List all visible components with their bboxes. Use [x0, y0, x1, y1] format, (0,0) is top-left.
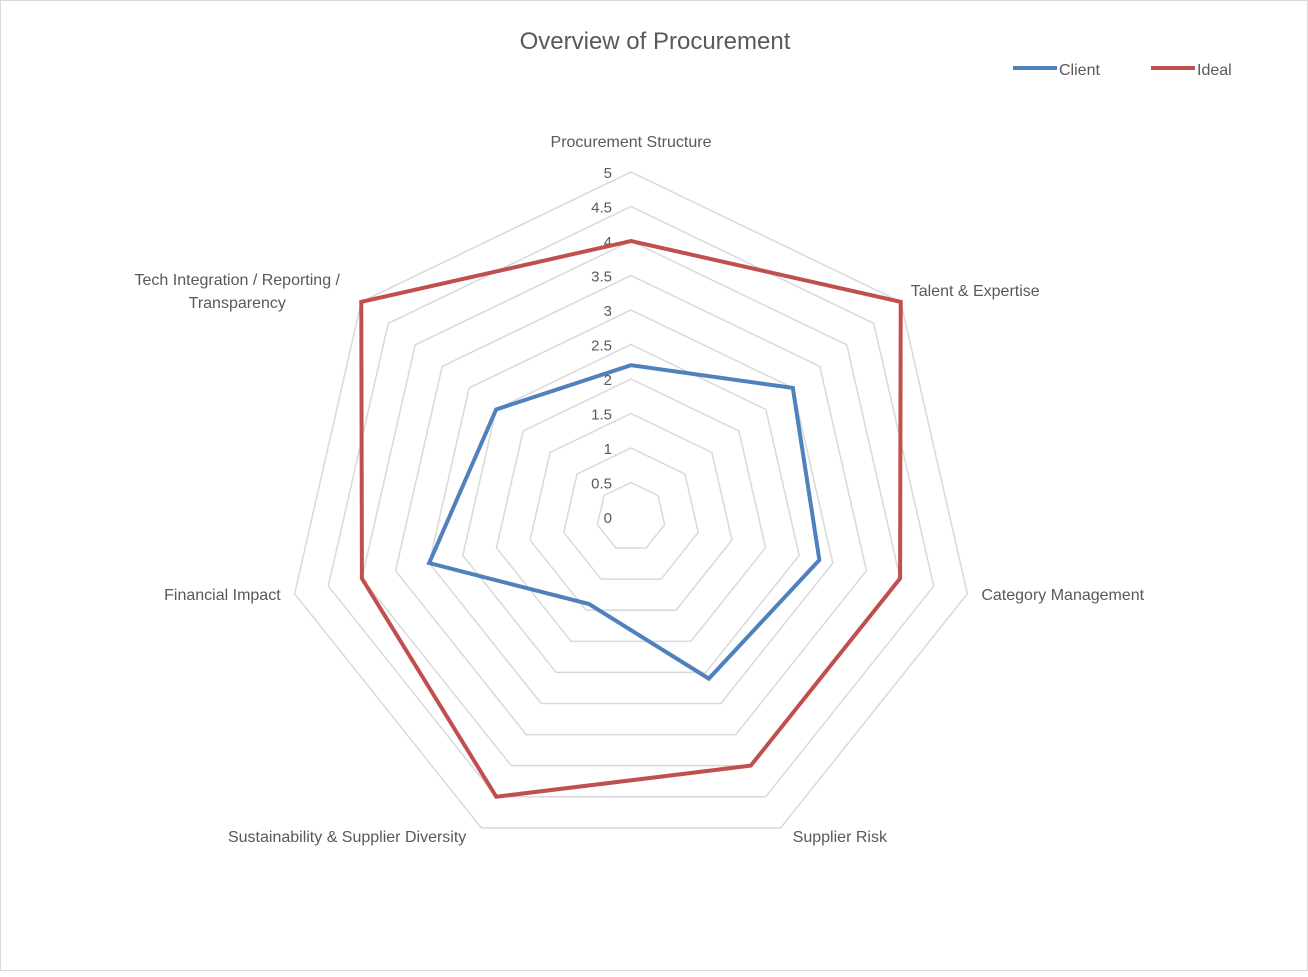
- series: [359, 238, 903, 799]
- gridline: [562, 447, 700, 580]
- category-label: Category Management: [981, 587, 1144, 604]
- tick-label: 0.5: [591, 476, 612, 493]
- category-label: Tech Integration / Reporting / Transparen…: [135, 272, 341, 312]
- series-line-ideal: [359, 238, 903, 799]
- tick-label: 4.5: [591, 200, 612, 217]
- category-label: Financial Impact: [164, 587, 281, 604]
- gridline: [495, 378, 767, 643]
- tick-label: 4: [604, 234, 612, 251]
- tick-label: 2: [604, 372, 612, 389]
- tick-labels: 0 0.5 1 1.5 2 2.5 3 3.5 4 4.5 5: [591, 165, 612, 527]
- legend: Client Ideal: [1013, 62, 1232, 79]
- legend-label: Client: [1059, 62, 1100, 79]
- tick-label: 2.5: [591, 338, 612, 355]
- gridline: [327, 205, 935, 798]
- tick-label: 1: [604, 441, 612, 458]
- grid: [293, 171, 969, 829]
- category-label: Procurement Structure: [551, 134, 712, 151]
- gridline: [293, 171, 969, 829]
- category-label: Talent & Expertise: [911, 283, 1040, 300]
- gridline: [596, 481, 666, 549]
- tick-label: 0: [604, 510, 612, 527]
- tick-label: 1.5: [591, 407, 612, 424]
- gridline: [529, 412, 733, 612]
- gridline: [394, 274, 868, 736]
- category-labels: Procurement Structure Talent & Expertise C…: [135, 134, 1145, 846]
- chart-title: Overview of Procurement: [520, 28, 791, 55]
- category-label: Sustainability & Supplier Diversity: [228, 829, 466, 846]
- series-line-client: [426, 363, 822, 682]
- gridline: [462, 343, 800, 674]
- gridline: [361, 240, 901, 767]
- category-label: Supplier Risk: [793, 829, 888, 846]
- tick-label: 5: [604, 165, 612, 182]
- tick-label: 3.5: [591, 269, 612, 286]
- tick-label: 3: [604, 303, 612, 320]
- legend-label: Ideal: [1197, 62, 1232, 79]
- gridline: [428, 309, 834, 705]
